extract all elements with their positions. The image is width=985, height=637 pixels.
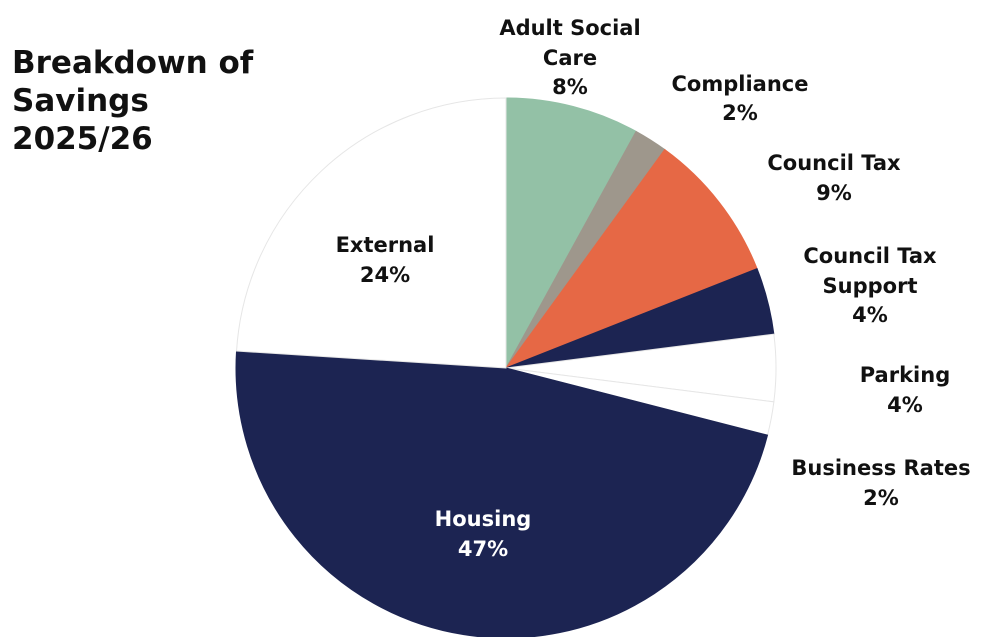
slice-value-label: 24% <box>359 263 411 287</box>
slice-value-label: 2% <box>863 486 899 510</box>
pie-slice <box>235 350 769 637</box>
slice-label: Adult Social Care <box>499 16 641 70</box>
slice-label: External <box>335 233 435 257</box>
slice-value-label: 2% <box>722 101 758 125</box>
slice-value-label: 4% <box>887 393 923 417</box>
slice-label: Parking <box>859 363 951 387</box>
slice-value-label: 4% <box>852 303 888 327</box>
pie-slice <box>236 97 507 369</box>
slice-value-label: 9% <box>816 181 852 205</box>
slice-label: Business Rates <box>791 456 971 480</box>
slice-label: Council Tax Support <box>803 244 937 298</box>
chart-title: Breakdown of Savings 2025/26 <box>12 45 254 157</box>
slice-value-label: 8% <box>552 75 588 99</box>
pie-slice <box>505 97 637 369</box>
slice-label: Council Tax <box>767 151 901 175</box>
pie-slice <box>504 148 758 370</box>
slice-label: Compliance <box>671 72 809 96</box>
slice-label: Housing <box>434 507 532 531</box>
slice-value-label: 47% <box>457 537 509 561</box>
